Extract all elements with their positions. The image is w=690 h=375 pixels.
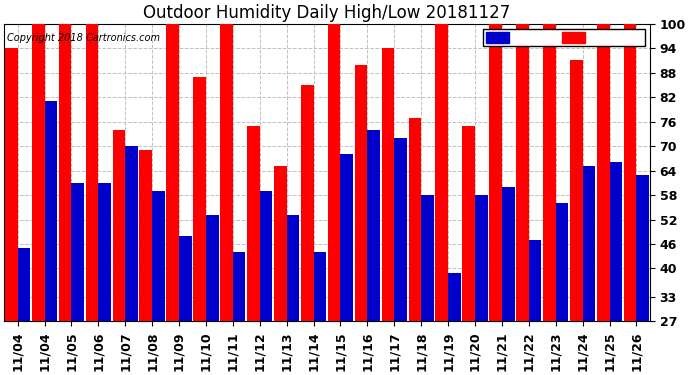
- Bar: [529, 240, 542, 375]
- Bar: [152, 191, 165, 375]
- Bar: [139, 150, 152, 375]
- Bar: [394, 138, 407, 375]
- Bar: [259, 191, 273, 375]
- Bar: [543, 24, 555, 375]
- Bar: [220, 24, 233, 375]
- Bar: [179, 236, 192, 375]
- Bar: [382, 48, 394, 375]
- Legend: Low  (%), High  (%): Low (%), High (%): [483, 29, 644, 46]
- Bar: [233, 252, 246, 375]
- Bar: [247, 126, 259, 375]
- Bar: [421, 195, 434, 375]
- Bar: [59, 24, 72, 375]
- Bar: [582, 166, 595, 375]
- Bar: [355, 64, 367, 375]
- Bar: [328, 24, 340, 375]
- Bar: [313, 252, 326, 375]
- Bar: [166, 24, 179, 375]
- Bar: [435, 24, 448, 375]
- Bar: [609, 162, 622, 375]
- Bar: [570, 60, 582, 375]
- Bar: [448, 273, 461, 375]
- Bar: [408, 117, 421, 375]
- Bar: [274, 166, 286, 375]
- Bar: [112, 130, 125, 375]
- Bar: [340, 154, 353, 375]
- Bar: [99, 183, 111, 375]
- Bar: [32, 24, 45, 375]
- Bar: [475, 195, 488, 375]
- Bar: [5, 48, 18, 375]
- Bar: [636, 175, 649, 375]
- Bar: [301, 85, 313, 375]
- Bar: [125, 146, 138, 375]
- Bar: [624, 24, 636, 375]
- Bar: [555, 203, 569, 375]
- Title: Outdoor Humidity Daily High/Low 20181127: Outdoor Humidity Daily High/Low 20181127: [144, 4, 511, 22]
- Bar: [193, 77, 206, 375]
- Bar: [45, 101, 57, 375]
- Bar: [367, 130, 380, 375]
- Bar: [18, 248, 30, 375]
- Bar: [286, 215, 299, 375]
- Bar: [489, 24, 502, 375]
- Bar: [206, 215, 219, 375]
- Text: Copyright 2018 Cartronics.com: Copyright 2018 Cartronics.com: [8, 33, 160, 43]
- Bar: [86, 24, 99, 375]
- Bar: [597, 24, 609, 375]
- Bar: [462, 126, 475, 375]
- Bar: [516, 24, 529, 375]
- Bar: [72, 183, 84, 375]
- Bar: [502, 187, 515, 375]
